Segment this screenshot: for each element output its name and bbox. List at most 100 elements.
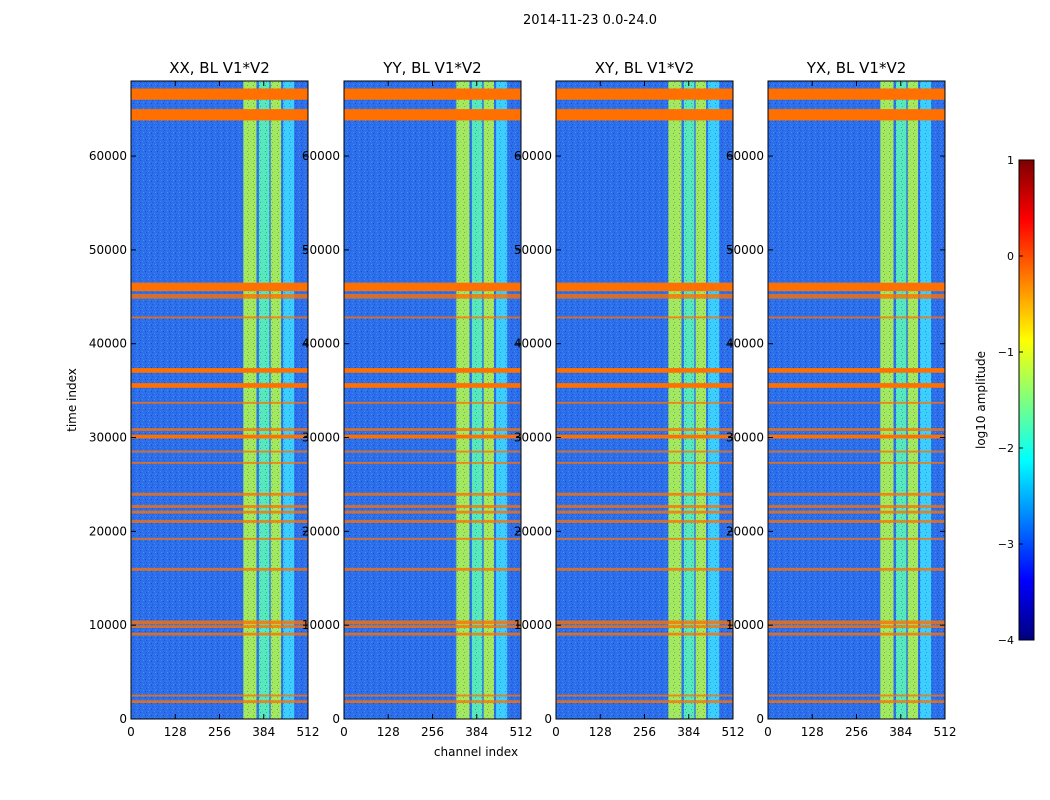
channel-band-texture xyxy=(708,81,720,719)
panel-title: XX, BL V1*V2 xyxy=(169,59,270,77)
flagged-row xyxy=(768,625,945,628)
colorbar-tick-label: −1 xyxy=(998,346,1014,359)
y-tick-label: 30000 xyxy=(89,431,127,445)
colorbar-scale xyxy=(1018,159,1035,641)
flagged-row xyxy=(344,510,521,514)
flagged-row xyxy=(768,316,945,319)
flagged-row xyxy=(344,88,521,100)
channel-band-texture xyxy=(496,81,508,719)
flagged-row xyxy=(131,620,308,625)
x-tick-label: 512 xyxy=(510,725,533,739)
x-tick-label: 256 xyxy=(845,725,868,739)
channel-band-texture xyxy=(695,81,707,719)
flagged-row xyxy=(556,492,733,496)
x-tick-label: 384 xyxy=(889,725,912,739)
flagged-row xyxy=(768,505,945,508)
flagged-row xyxy=(556,632,733,636)
colorbar-tick-label: 1 xyxy=(1007,154,1014,167)
x-tick-label: 512 xyxy=(297,725,320,739)
flagged-row xyxy=(131,694,308,697)
flagged-row xyxy=(131,293,308,299)
x-tick-label: 0 xyxy=(552,725,560,739)
y-tick-label: 10000 xyxy=(302,618,340,632)
flagged-row xyxy=(768,368,945,373)
colorbar-tick-label: 0 xyxy=(1007,250,1014,263)
flagged-row xyxy=(768,282,945,292)
flagged-row xyxy=(768,461,945,464)
flagged-row xyxy=(131,537,308,540)
x-tick-label: 384 xyxy=(465,725,488,739)
flagged-row xyxy=(131,567,308,571)
panel-title: YY, BL V1*V2 xyxy=(382,59,481,77)
flagged-row xyxy=(768,620,945,625)
panel-xx: XX, BL V1*V2 0 128 256 384 512 0 10000 20000 3000… xyxy=(89,59,320,739)
flagged-row xyxy=(344,401,521,404)
y-tick-label: 50000 xyxy=(726,243,764,257)
x-tick-label: 384 xyxy=(252,725,275,739)
flagged-row xyxy=(344,282,521,292)
y-tick-label: 50000 xyxy=(514,243,552,257)
y-tick-label: 30000 xyxy=(514,431,552,445)
y-tick-label: 20000 xyxy=(514,524,552,538)
channel-band-texture xyxy=(880,81,894,719)
y-tick-label: 60000 xyxy=(514,149,552,163)
flagged-row xyxy=(131,450,308,453)
y-tick-label: 10000 xyxy=(89,618,127,632)
channel-band-texture xyxy=(895,81,907,719)
flagged-row xyxy=(556,461,733,464)
y-tick-label: 60000 xyxy=(89,149,127,163)
flagged-row xyxy=(556,428,733,431)
flagged-row xyxy=(344,383,521,388)
flagged-row xyxy=(556,282,733,292)
flagged-row xyxy=(556,434,733,439)
flagged-row xyxy=(344,450,521,453)
flagged-row xyxy=(556,520,733,523)
flagged-row xyxy=(344,109,521,121)
x-axis-label: channel index xyxy=(434,745,518,759)
flagged-row xyxy=(344,620,521,625)
y-tick-label: 50000 xyxy=(302,243,340,257)
flagged-row xyxy=(344,434,521,439)
flagged-row xyxy=(556,383,733,388)
flagged-row xyxy=(556,450,733,453)
x-tick-label: 256 xyxy=(421,725,444,739)
panel-yx: YX, BL V1*V2 0 128 256 384 512 0 10000 20000 3000… xyxy=(726,59,957,739)
channel-band-texture xyxy=(920,81,932,719)
flagged-row xyxy=(556,510,733,514)
x-tick-label: 128 xyxy=(164,725,187,739)
figure-suptitle: 2014-11-23 0.0-24.0 xyxy=(523,13,657,28)
flagged-row xyxy=(768,401,945,404)
flagged-row xyxy=(556,505,733,508)
flagged-row xyxy=(768,434,945,439)
flagged-row xyxy=(556,567,733,571)
flagged-row xyxy=(556,625,733,628)
channel-band-texture xyxy=(907,81,919,719)
flagged-row xyxy=(344,492,521,496)
flagged-row xyxy=(344,316,521,319)
x-tick-label: 256 xyxy=(208,725,231,739)
flagged-row xyxy=(556,694,733,697)
flagged-row xyxy=(344,700,521,704)
x-tick-label: 128 xyxy=(377,725,400,739)
panel-xy: XY, BL V1*V2 0 128 256 384 512 0 10000 20000 3000… xyxy=(514,59,745,739)
flagged-row xyxy=(131,505,308,508)
x-tick-label: 256 xyxy=(633,725,656,739)
x-tick-label: 0 xyxy=(127,725,135,739)
x-tick-label: 512 xyxy=(722,725,745,739)
flagged-row xyxy=(768,520,945,523)
x-tick-label: 128 xyxy=(589,725,612,739)
flagged-row xyxy=(131,520,308,523)
flagged-row xyxy=(768,88,945,100)
y-tick-label: 40000 xyxy=(89,337,127,351)
flagged-row xyxy=(344,625,521,628)
flagged-row xyxy=(768,537,945,540)
y-tick-label: 40000 xyxy=(302,337,340,351)
y-tick-label: 20000 xyxy=(89,524,127,538)
flagged-row xyxy=(344,632,521,636)
flagged-row xyxy=(344,461,521,464)
channel-band-texture xyxy=(456,81,470,719)
flagged-row xyxy=(768,567,945,571)
flagged-row xyxy=(768,510,945,514)
channel-band-texture xyxy=(683,81,695,719)
y-tick-label: 60000 xyxy=(726,149,764,163)
